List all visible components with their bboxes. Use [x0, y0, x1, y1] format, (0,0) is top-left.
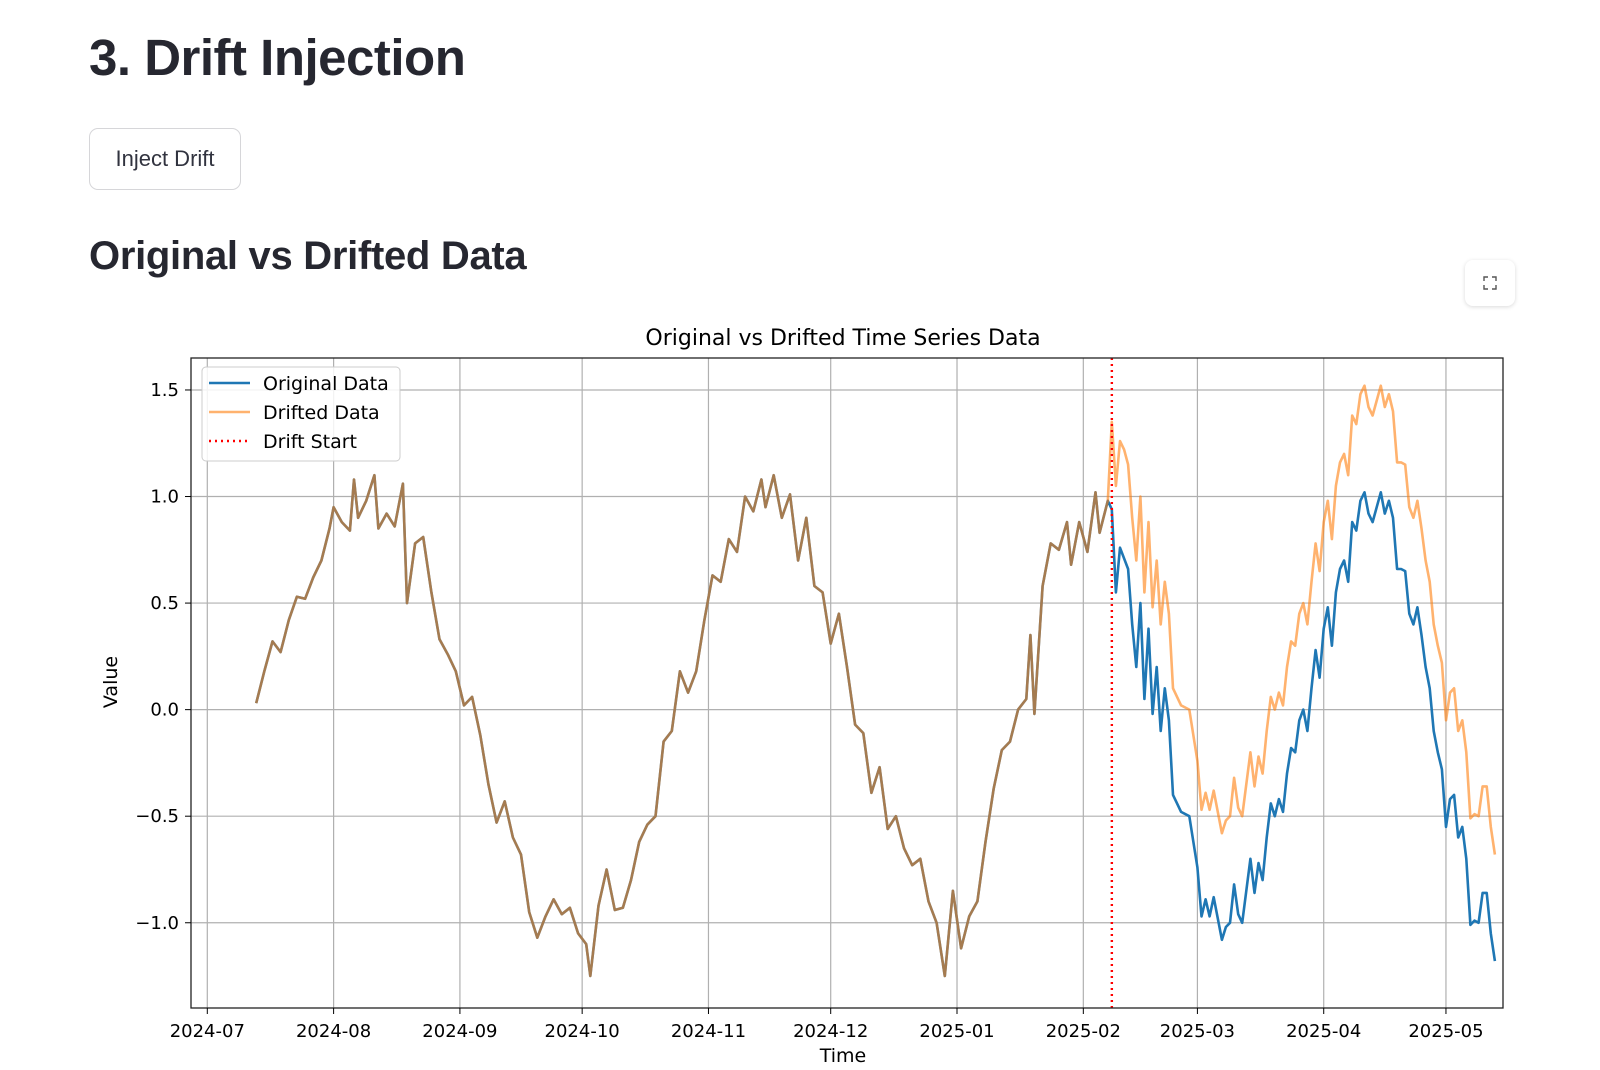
legend-box	[201, 366, 401, 462]
y-tick-label: 1.5	[150, 380, 179, 401]
legend-original-label: Original Data	[263, 373, 389, 395]
y-tick-label: 0.0	[150, 700, 179, 721]
y-tick-label: −0.5	[135, 806, 179, 827]
inject-drift-button[interactable]: Inject Drift	[89, 128, 241, 190]
drifted-data-line	[254, 384, 1497, 978]
y-tick-label: 1.0	[150, 487, 179, 508]
x-tick-label: 2025-05	[1408, 1021, 1483, 1042]
legend-drifted-label: Drifted Data	[263, 402, 380, 424]
x-tick-label: 2024-09	[422, 1021, 497, 1042]
y-tick-label: −1.0	[135, 913, 179, 934]
original-data-line	[254, 473, 1497, 978]
x-tick-label: 2025-04	[1286, 1021, 1361, 1042]
plot-frame	[190, 357, 1504, 1009]
x-tick-label: 2024-10	[545, 1021, 620, 1042]
y-axis: −1.0 −0.5 0.0 0.5 1.0 1.5	[135, 380, 191, 934]
y-axis-label: Value	[100, 656, 122, 708]
x-axis-label: Time	[819, 1045, 867, 1067]
chart-title: Original vs Drifted Time Series Data	[645, 326, 1040, 351]
section-title: Original vs Drifted Data	[89, 234, 527, 278]
x-tick-label: 2025-03	[1160, 1021, 1235, 1042]
plot-lines	[254, 358, 1497, 1008]
x-tick-label: 2024-11	[671, 1021, 746, 1042]
fullscreen-button[interactable]	[1465, 260, 1515, 306]
x-tick-label: 2024-12	[793, 1021, 868, 1042]
legend-drift-start-label: Drift Start	[263, 431, 357, 453]
legend: Original Data Drifted Data Drift Start	[201, 366, 401, 462]
x-tick-label: 2024-07	[170, 1021, 245, 1042]
x-tick-label: 2024-08	[296, 1021, 371, 1042]
page-title: 3. Drift Injection	[89, 29, 466, 86]
y-tick-label: 0.5	[150, 593, 179, 614]
x-axis: 2024-07 2024-08 2024-09 2024-10 2024-11 2024-…	[170, 1008, 1484, 1042]
expand-icon	[1483, 276, 1497, 290]
x-tick-label: 2025-02	[1046, 1021, 1121, 1042]
grid	[191, 358, 1503, 1008]
x-tick-label: 2025-01	[919, 1021, 994, 1042]
